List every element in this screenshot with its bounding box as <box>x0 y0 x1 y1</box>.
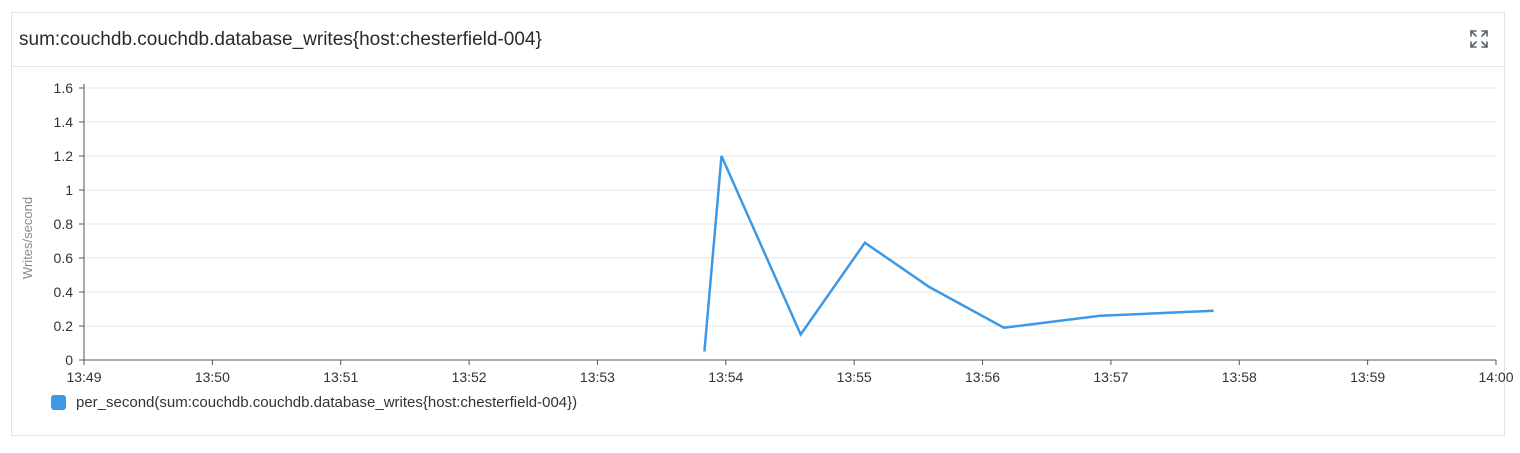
y-tick-label: 1.4 <box>54 114 74 130</box>
series-line[interactable] <box>703 155 1214 352</box>
x-tick-label: 13:51 <box>323 369 358 385</box>
widget-title: sum:couchdb.couchdb.database_writes{host… <box>19 29 542 50</box>
y-tick-label: 0.4 <box>54 284 74 300</box>
axes: 0 0.2 0.4 0.6 0.8 1 1.2 1.4 1.6 13:49 13:50 13:51 13… <box>54 80 1514 385</box>
x-tick-label: 13:50 <box>195 369 230 385</box>
x-tick-label: 13:57 <box>1093 369 1128 385</box>
y-tick-label: 1.6 <box>54 80 74 96</box>
y-tick-label: 0.6 <box>54 250 74 266</box>
x-tick-label: 13:49 <box>66 369 101 385</box>
x-tick-label: 13:55 <box>837 369 872 385</box>
x-tick-label: 13:58 <box>1222 369 1257 385</box>
gridlines <box>84 87 1496 327</box>
series-layer <box>703 155 1214 352</box>
y-tick-label: 0 <box>65 352 73 368</box>
x-tick-label: 13:56 <box>965 369 1000 385</box>
legend[interactable]: per_second(sum:couchdb.couchdb.database_… <box>51 392 577 412</box>
y-tick-label: 0.8 <box>54 216 74 232</box>
x-tick-label: 13:53 <box>580 369 615 385</box>
expand-icon[interactable] <box>1468 28 1490 50</box>
y-tick-label: 1 <box>65 182 73 198</box>
x-tick-label: 14:00 <box>1478 369 1513 385</box>
x-tick-label: 13:54 <box>708 369 743 385</box>
y-tick-label: 0.2 <box>54 318 74 334</box>
y-tick-label: 1.2 <box>54 148 74 164</box>
legend-label: per_second(sum:couchdb.couchdb.database_… <box>76 393 578 411</box>
legend-swatch <box>51 394 66 410</box>
x-tick-label: 13:52 <box>452 369 487 385</box>
x-tick-label: 13:59 <box>1350 369 1385 385</box>
y-axis-label: Writes/second <box>20 197 35 279</box>
widget-header: sum:couchdb.couchdb.database_writes{host… <box>12 13 1504 67</box>
